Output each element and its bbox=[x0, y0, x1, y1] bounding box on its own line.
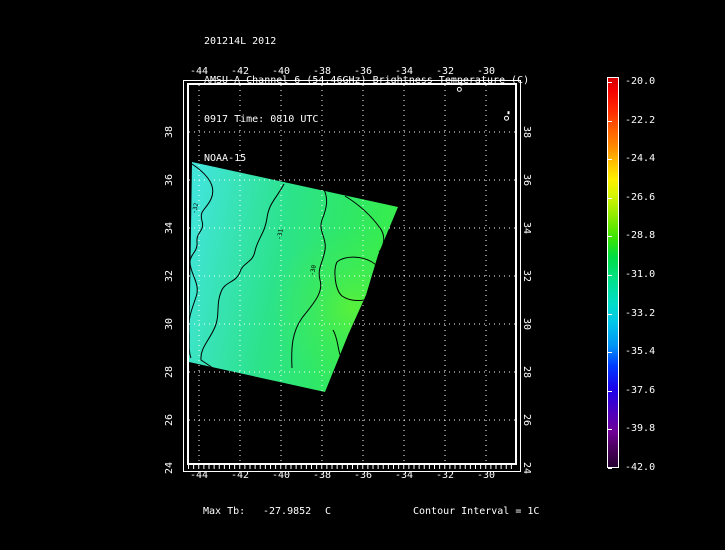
colorbar-tick-label: -31.0 bbox=[625, 269, 656, 280]
contour-line bbox=[200, 183, 285, 369]
island-dot bbox=[507, 111, 510, 115]
colorbar-tick-label: -39.8 bbox=[625, 423, 656, 435]
plot-outer-border bbox=[183, 80, 521, 472]
colorbar-tick-label: -22.2 bbox=[625, 114, 656, 126]
island-marks-layer bbox=[456, 82, 510, 121]
island-outline bbox=[456, 86, 462, 92]
y-axis-tick-label-right: 24 bbox=[521, 461, 532, 475]
y-axis-tick-label-right: 34 bbox=[521, 221, 532, 235]
max-tb-value: -27.9852 bbox=[263, 506, 312, 517]
x-axis-tick-label-bottom: -42 bbox=[230, 470, 250, 481]
satellite-label: NOAA-15 bbox=[204, 153, 247, 164]
y-axis-tick-label-right: 28 bbox=[521, 365, 532, 379]
y-axis-tick-label-left: 36 bbox=[164, 173, 175, 187]
colorbar-tick-label: -33.2 bbox=[625, 307, 656, 319]
contour-line bbox=[291, 185, 328, 369]
x-axis-tick-label-top: -38 bbox=[312, 66, 332, 77]
contour-interval-label: Contour Interval = 1C bbox=[413, 506, 540, 517]
colorbar-tick bbox=[608, 313, 612, 315]
x-axis-tick-label-top: -40 bbox=[271, 66, 291, 77]
x-axis-tick-label-top: -44 bbox=[189, 66, 209, 77]
colorbar-tick bbox=[608, 429, 612, 431]
y-axis-tick-label-left: 34 bbox=[164, 221, 175, 235]
colorbar-tick bbox=[608, 159, 612, 161]
x-axis-tick-label-top: -42 bbox=[230, 66, 250, 77]
y-axis-tick-label-left: 32 bbox=[164, 269, 175, 283]
y-axis-tick-label-right: 26 bbox=[521, 413, 532, 427]
x-axis-tick-label-top: -32 bbox=[435, 66, 455, 77]
x-axis-tick-label-bottom: -32 bbox=[435, 470, 455, 481]
max-tb-label: Max Tb: bbox=[203, 506, 246, 517]
colorbar-tick bbox=[608, 120, 612, 122]
y-axis-tick-label-right: 30 bbox=[521, 317, 532, 331]
island-outline bbox=[504, 115, 509, 121]
contour-value-label: -32 bbox=[191, 202, 200, 214]
x-axis-tick-label-bottom: -44 bbox=[189, 470, 209, 481]
plot-inner-border bbox=[187, 83, 517, 465]
x-axis-tick-label-top: -30 bbox=[476, 66, 496, 77]
y-axis-tick-label-left: 28 bbox=[164, 365, 175, 379]
timestamp-label: 0917 Time: 0810 UTC bbox=[204, 114, 319, 125]
colorbar-tick-label: -37.6 bbox=[625, 384, 656, 396]
graticule-layer bbox=[189, 85, 515, 463]
colorbar-tick bbox=[608, 197, 612, 199]
max-tb-unit: C bbox=[325, 506, 332, 517]
y-axis-tick-label-right: 32 bbox=[521, 269, 532, 283]
colorbar-tick bbox=[608, 82, 612, 83]
x-axis-tick-label-top: -36 bbox=[353, 66, 373, 77]
swath-hotspot bbox=[189, 162, 398, 392]
x-axis-tick-label-bottom: -36 bbox=[353, 470, 373, 481]
x-axis-tick-label-bottom: -38 bbox=[312, 470, 332, 481]
contour-layer: -32 -31 -30 bbox=[189, 163, 385, 369]
x-axis-tick-label-bottom: -34 bbox=[394, 470, 414, 481]
y-axis-tick-label-left: 24 bbox=[164, 461, 175, 475]
y-axis-tick-label-left: 38 bbox=[164, 125, 175, 139]
colorbar-tick-label: -35.4 bbox=[625, 346, 656, 358]
colorbar-tick-label: -42.0 bbox=[625, 462, 656, 473]
colorbar-tick bbox=[608, 390, 612, 392]
colorbar-tick-label: -24.4 bbox=[625, 153, 656, 165]
colorbar-tick bbox=[608, 468, 612, 469]
colorbar bbox=[607, 77, 619, 468]
minor-tick-layer bbox=[188, 465, 512, 469]
x-axis-tick-label-bottom: -40 bbox=[271, 470, 291, 481]
contour-line bbox=[189, 163, 214, 359]
colorbar-tick bbox=[608, 352, 612, 354]
contour-value-label: -31 bbox=[276, 228, 285, 240]
x-axis-tick-label-top: -34 bbox=[394, 66, 414, 77]
colorbar-tick bbox=[608, 275, 612, 276]
run-id-label: 201214L 2012 bbox=[204, 36, 277, 47]
y-axis-tick-label-right: 36 bbox=[521, 173, 532, 187]
y-axis-tick-label-left: 30 bbox=[164, 317, 175, 331]
x-axis-tick-label-bottom: -30 bbox=[476, 470, 496, 481]
y-axis-tick-label-right: 38 bbox=[521, 125, 532, 139]
colorbar-tick-label: -26.6 bbox=[625, 191, 656, 203]
colorbar-tick-label: -20.0 bbox=[625, 76, 656, 87]
contour-value-label: -30 bbox=[309, 264, 318, 276]
colorbar-tick bbox=[608, 236, 612, 238]
y-axis-tick-label-left: 26 bbox=[164, 413, 175, 427]
colorbar-tick-label: -28.8 bbox=[625, 230, 656, 242]
